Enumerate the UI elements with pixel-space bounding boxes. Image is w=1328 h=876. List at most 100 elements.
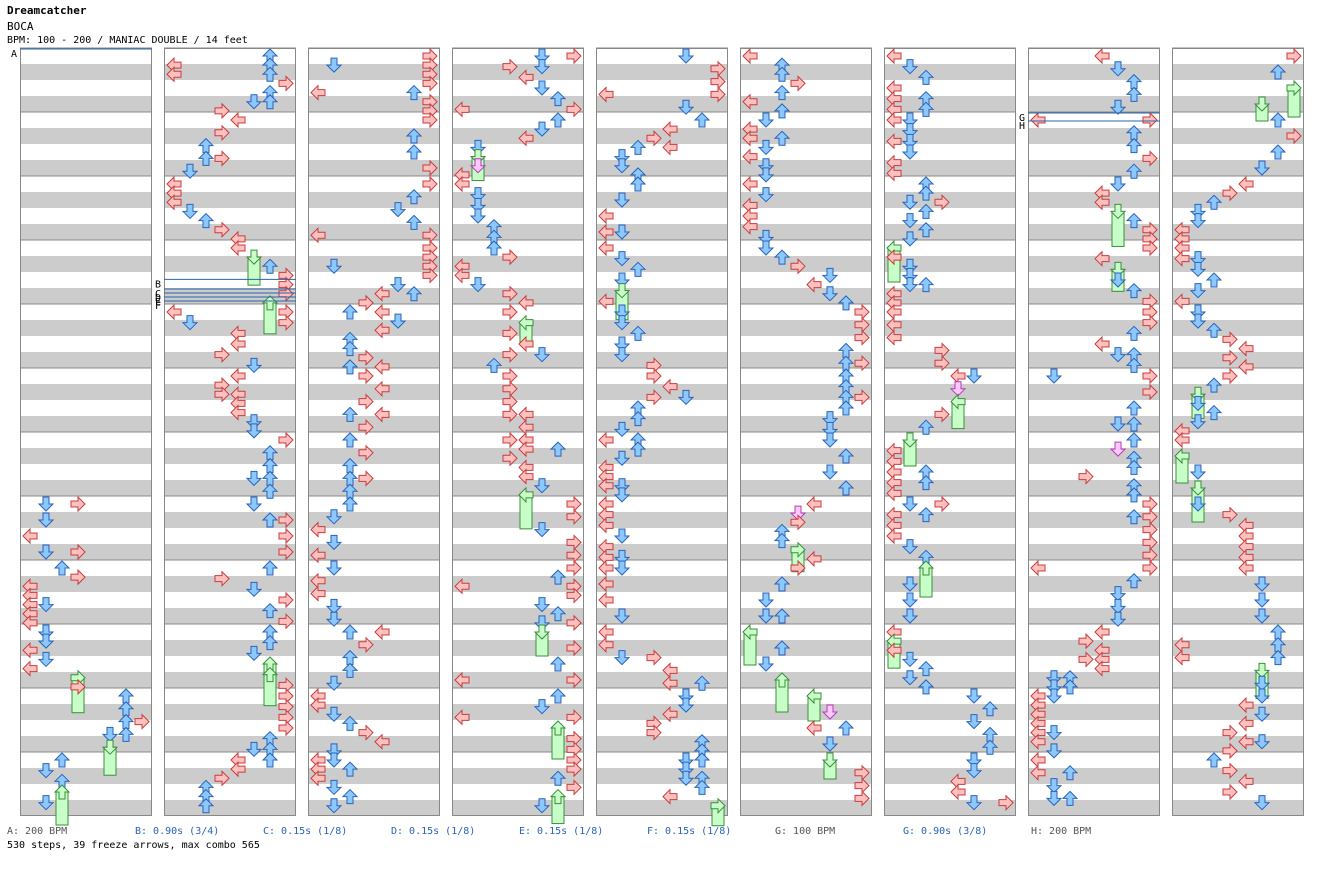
freeze-arrow-head [1109,203,1127,220]
step-arrow-blue [1045,688,1063,704]
step-arrow-red [662,120,678,138]
step-arrow-red [166,303,182,321]
beat-stripe [884,544,1016,560]
beat-stripe [164,576,296,592]
step-arrow-blue [981,701,999,717]
step-arrow-red [646,130,662,147]
step-arrow-red [790,258,806,275]
step-arrow-red [1222,724,1238,741]
step-arrow-red [886,248,902,266]
step-arrow-blue [757,167,775,183]
beat-stripe [596,224,728,240]
beat-stripe [1028,384,1160,400]
step-arrow-blue [1109,176,1127,192]
step-arrow-blue [1109,99,1127,115]
step-arrow-blue [677,99,695,115]
step-arrow-blue [245,496,263,512]
legend-f: F: 0.15s (1/8) [647,826,732,837]
step-arrow-blue [549,569,567,585]
step-arrow-red [70,678,86,696]
beat-stripe [740,512,872,528]
freeze-arrow-head [1253,96,1271,112]
step-arrow-blue [917,203,935,219]
song-title: Dreamcatcher [7,4,87,17]
beat-stripe [1028,192,1160,208]
step-arrow-red [598,431,614,449]
beat-stripe [596,64,728,80]
step-arrow-red [646,367,662,385]
step-arrow-red [358,393,374,410]
step-arrow-red [230,239,246,257]
step-arrow-red [1174,431,1190,449]
beat-stripe [740,160,872,176]
beat-stripe [452,672,584,688]
step-arrow-blue [757,229,775,246]
chart-column [740,47,872,816]
step-arrow-blue [1269,144,1287,160]
beat-stripe [596,640,728,656]
step-arrow-red [598,239,614,257]
step-arrow-red [598,575,614,593]
step-arrow-blue [261,602,279,619]
beat-stripe [740,192,872,208]
step-arrow-blue [549,606,567,622]
step-arrow-blue [773,640,791,656]
step-arrow-blue [341,432,359,448]
step-arrow-blue [485,357,503,373]
step-arrow-blue [613,528,631,544]
step-arrow-blue [901,194,919,210]
step-arrow-red [646,389,662,406]
freeze-arrow-head [710,797,726,814]
step-arrow-blue [1205,752,1223,768]
step-arrow-blue [773,103,791,119]
step-arrow-blue [245,470,263,487]
step-arrow-red [518,130,534,147]
chart-column [596,47,728,827]
step-arrow-blue [821,267,839,284]
beat-stripe [164,608,296,624]
beat-stripe [20,192,152,208]
beat-stripe [1172,96,1304,112]
step-arrow-blue [773,84,791,101]
step-arrow-blue [757,112,775,128]
beat-stripe [1028,704,1160,720]
step-arrow-red [502,450,518,467]
freeze-arrow-head [533,624,551,640]
column-border [164,48,296,816]
beat-stripe [20,128,152,144]
step-arrow-blue [821,432,839,448]
beat-stripe [164,768,296,784]
freeze-arrow-head [261,295,279,311]
speed-marker-label: H [1019,121,1025,132]
step-arrow-blue [1125,400,1143,416]
legend-a: A: 200 BPM [7,826,68,837]
beat-stripe [1028,640,1160,656]
step-arrow-red [790,559,806,577]
step-arrow-blue [773,66,791,82]
step-arrow-blue [261,560,279,576]
step-arrow-blue [405,286,423,302]
step-arrow-blue [1189,261,1207,278]
step-arrow-red [854,329,870,346]
step-arrow-red [886,111,902,129]
step-arrow-red [358,294,374,312]
step-arrow-blue [469,277,487,293]
beat-stripe [308,768,440,784]
step-arrow-blue [389,313,407,329]
step-arrow-blue [1189,283,1207,299]
beat-stripe [20,608,152,624]
step-arrow-blue [917,69,935,85]
beat-stripe [884,96,1016,112]
step-arrow-red [662,674,678,692]
step-arrow-red [886,485,902,502]
beat-stripe [308,512,440,528]
step-arrow-blue [757,608,775,624]
step-arrow-red [214,102,230,120]
step-arrow-blue [693,779,711,795]
beat-stripe [1028,96,1160,112]
freeze-arrow-head [821,752,839,768]
step-arrow-blue [1125,509,1143,525]
beat-stripe [884,672,1016,688]
step-arrow-blue [37,763,55,779]
beat-stripe [596,608,728,624]
